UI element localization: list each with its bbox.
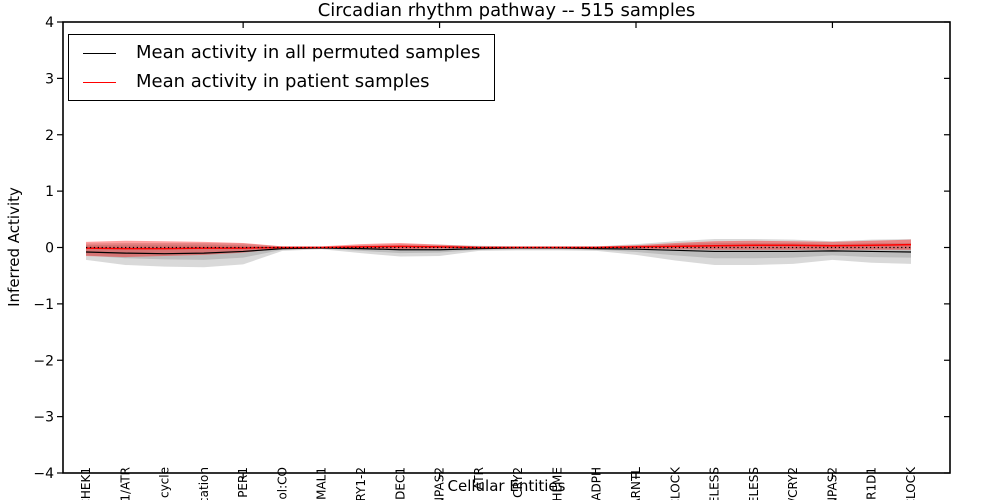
- y-tick-label: −3: [33, 410, 54, 426]
- y-tick-label: −1: [33, 297, 54, 313]
- y-tick-label: 2: [45, 128, 54, 144]
- x-category-label: PER1/TIMELESS: [708, 467, 722, 500]
- x-category-label: CHEK1: [79, 467, 93, 500]
- legend-item-permuted: Mean activity in all permuted samples: [77, 42, 481, 64]
- y-axis-label: Inferred Activity: [5, 187, 23, 307]
- patient-band: [86, 239, 911, 258]
- x-category-label: PER1-2 / CRY1-2: [354, 467, 368, 500]
- y-tick-label: 1: [45, 184, 54, 200]
- x-category-label: NPAS2: [433, 467, 447, 500]
- x-category-label: S phase of mitotic cell cycle: [158, 467, 172, 500]
- y-tick-label: −2: [33, 353, 54, 369]
- chart-title: Circadian rhythm pathway -- 515 samples: [317, 0, 696, 21]
- x-category-label: chromatin modification: [197, 467, 211, 500]
- x-category-label: DEC1: [393, 467, 407, 500]
- x-category-label: ARNTL: [629, 467, 643, 500]
- permuted-legend-line-icon: [83, 52, 116, 54]
- y-tick-label: 4: [45, 15, 54, 31]
- x-category-label: PER1: [236, 467, 250, 498]
- x-category-label: NR1D1: [865, 467, 879, 500]
- x-category-label: TIMELESS/CHEK1/ATR: [118, 467, 132, 500]
- y-tick-label: −4: [33, 466, 54, 482]
- permuted-mean-line: [85, 247, 912, 255]
- x-category-label: CRY2: [511, 467, 525, 498]
- x-category-label: mol:NADPH: [590, 467, 604, 500]
- x-category-label: mol:CO: [275, 467, 289, 500]
- legend-label-patient: Mean activity in patient samples: [136, 70, 430, 92]
- x-axis-label: Cellular Entities: [447, 477, 566, 495]
- patient-legend-line-icon: [83, 81, 116, 83]
- x-category-label: TIMELESS/CRY2: [786, 467, 800, 500]
- legend-label-permuted: Mean activity in all permuted samples: [136, 42, 481, 63]
- legend-item-patient: Mean activity in patient samples: [77, 70, 480, 93]
- x-category-label: CLOCK: [668, 466, 682, 500]
- x-category-label: mol:HEME: [550, 467, 564, 500]
- x-category-label: BMAL/CLOCK/NPAS2: [825, 467, 839, 500]
- legend: Mean activity in all permuted samples Me…: [68, 34, 496, 102]
- x-category-label: TIMELESS: [747, 467, 761, 500]
- y-tick-label: 3: [45, 71, 54, 87]
- x-category-label: DEC1/BMAL1: [315, 467, 329, 500]
- y-tick-label: 0: [45, 241, 54, 257]
- x-category-label: ATR: [472, 467, 486, 490]
- x-category-label: BMAL1/CLOCK: [904, 466, 918, 500]
